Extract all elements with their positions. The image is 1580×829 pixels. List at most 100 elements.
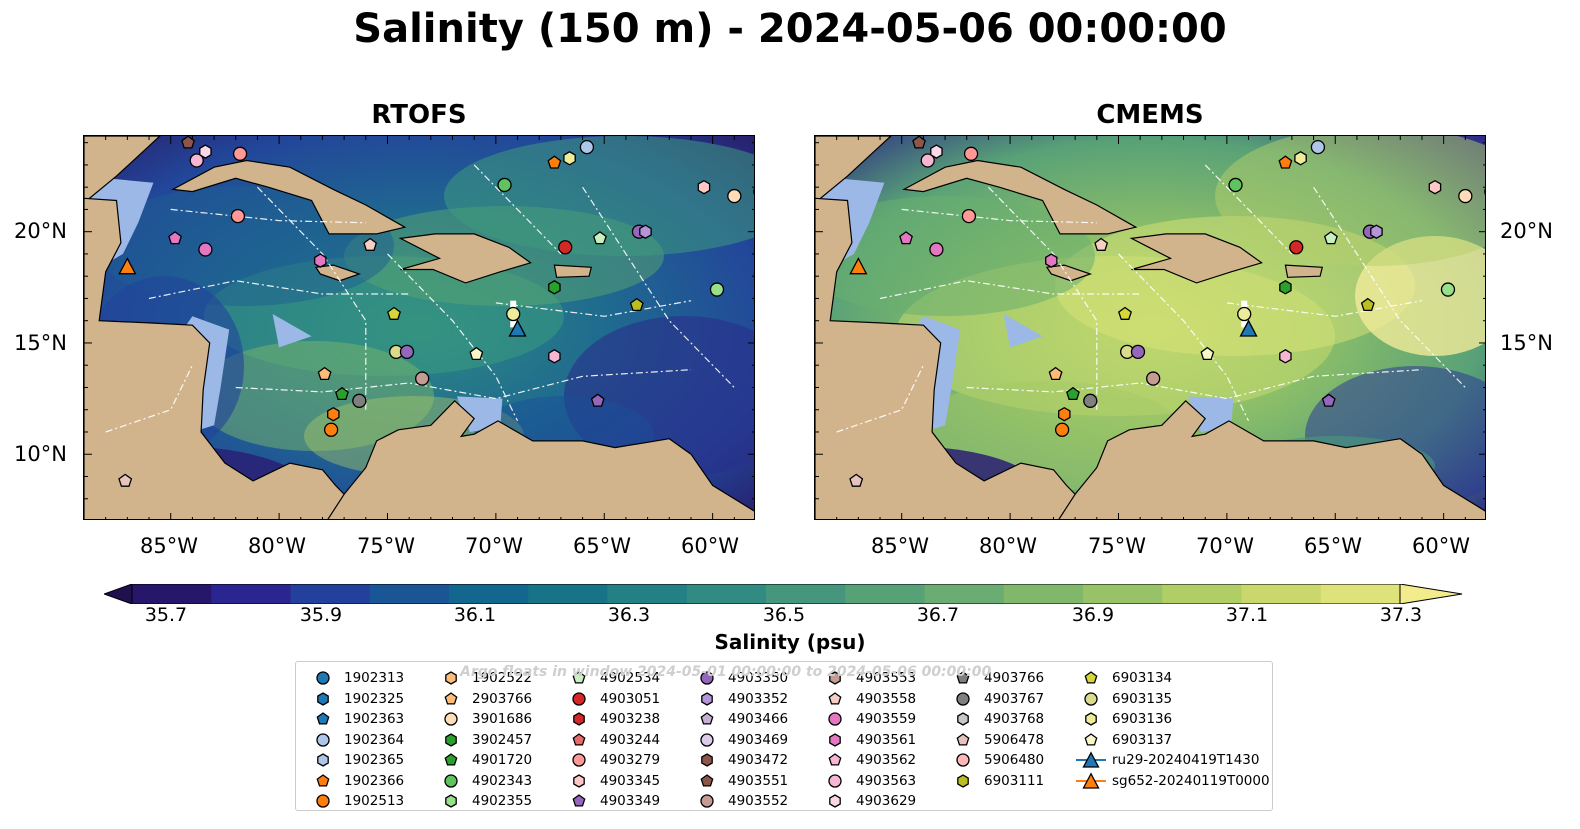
float-marker (548, 280, 561, 295)
legend-label: 4903563 (856, 772, 917, 789)
legend-label: 4902343 (472, 772, 533, 789)
legend-marker (829, 732, 841, 747)
legend-label: 6903134 (1112, 670, 1173, 686)
legend-marker (828, 691, 842, 705)
legend-label: 5906480 (984, 752, 1045, 768)
legend-label: 1902364 (344, 731, 405, 748)
float-marker (1289, 240, 1304, 255)
float-marker (118, 473, 133, 487)
figure-title: Salinity (150 m) - 2024-05-06 00:00:00 (353, 6, 1227, 52)
colorbar-tick: 37.3 (1379, 604, 1423, 626)
colorbar-segment (766, 584, 846, 604)
legend-label: sg652-20240119T0000 (1112, 772, 1270, 789)
legend-label: 3902457 (472, 731, 533, 748)
float-marker (1484, 188, 1485, 195)
float-marker (548, 349, 561, 364)
legend-label: 6903111 (984, 772, 1045, 789)
float-marker (314, 253, 327, 268)
float-marker (1094, 237, 1109, 251)
legend-label: 2903766 (472, 690, 533, 707)
float-marker (912, 136, 926, 149)
legend-label: 1902522 (472, 670, 533, 686)
legend-marker (573, 773, 585, 788)
map-panel-cmems (814, 135, 1486, 520)
legend-label: 4903629 (856, 793, 917, 809)
legend-marker (700, 732, 714, 747)
float-marker (1058, 406, 1071, 422)
lat-tick-20n: 20°N (1500, 219, 1553, 243)
lon-tick-85w: 85°W (140, 534, 198, 558)
float-marker (1310, 139, 1326, 155)
panel-title-cmems: CMEMS (1096, 100, 1204, 130)
legend-marker (1084, 671, 1098, 684)
colorbar-segment (924, 584, 1005, 604)
legend-label: 4903469 (728, 731, 789, 748)
legend-marker (444, 691, 458, 705)
colorbar-segment (528, 584, 609, 604)
legend-marker (572, 671, 586, 684)
legend-marker (828, 753, 842, 766)
float-marker (387, 306, 401, 320)
legend-label: 4902534 (600, 670, 661, 686)
float-marker (592, 231, 607, 245)
float-marker (327, 406, 340, 422)
legend-label: 6903135 (1112, 690, 1173, 707)
legend-marker (700, 794, 714, 808)
legend-label: 4903051 (600, 690, 661, 707)
colorbar-tick: 36.5 (762, 604, 806, 626)
float-marker (1278, 155, 1293, 169)
legend-label: 4903552 (728, 793, 789, 809)
lon-tick-85w: 85°W (871, 534, 929, 558)
legend-marker (572, 753, 586, 767)
lon-tick-60w: 60°W (681, 534, 739, 558)
legend-label: 1902363 (344, 711, 405, 727)
lon-tick-70w: 70°W (1196, 534, 1254, 558)
float-marker (352, 393, 367, 408)
legend-label: 4903561 (856, 731, 917, 748)
float-marker (323, 422, 339, 437)
legend-marker (956, 732, 970, 746)
legend-label: 4903244 (600, 731, 661, 748)
float-marker (579, 139, 595, 155)
float-marker (629, 297, 644, 312)
legend-marker (828, 773, 842, 788)
float-marker (727, 188, 742, 204)
float-marker (497, 177, 512, 193)
float-marker (118, 257, 137, 275)
legend-label: 4903551 (728, 772, 789, 789)
legend-label: 4903349 (600, 793, 661, 809)
legend-label: 4903345 (600, 772, 661, 789)
float-marker (189, 153, 204, 168)
float-marker (1130, 344, 1146, 360)
legend-label: 4903562 (856, 752, 917, 768)
colorbar-segment (845, 584, 926, 604)
legend-label: 3901686 (472, 711, 533, 727)
legend-marker (956, 671, 970, 684)
legend-marker (317, 753, 329, 767)
legend-marker (1082, 751, 1100, 768)
colorbar-tick: 37.1 (1225, 604, 1269, 626)
legend-label: ru29-20240419T1430 (1112, 752, 1260, 768)
legend-label: 4901720 (472, 752, 533, 768)
legend-marker (317, 691, 329, 706)
float-marker (363, 237, 378, 251)
colorbar-tick: 35.7 (144, 604, 188, 626)
legend-marker (957, 773, 969, 788)
float-marker (1458, 188, 1473, 204)
float-marker (469, 346, 484, 361)
float-marker (508, 319, 527, 337)
legend-marker (828, 712, 842, 726)
float-marker (1323, 231, 1338, 245)
lon-tick-80w: 80°W (979, 534, 1037, 558)
colorbar-segment (1003, 584, 1084, 604)
colorbar-segment (369, 584, 450, 604)
float-marker (1279, 349, 1292, 364)
lat-tick-15n: 15°N (1500, 331, 1553, 355)
legend-label: 6903136 (1112, 711, 1173, 727)
colorbar-segment (290, 584, 371, 604)
float-marker (963, 146, 979, 161)
legend-label: 4903350 (728, 670, 789, 686)
lon-tick-65w: 65°W (573, 534, 631, 558)
colorbar-segment (1083, 584, 1163, 604)
colorbar-tick: 35.9 (299, 604, 343, 626)
